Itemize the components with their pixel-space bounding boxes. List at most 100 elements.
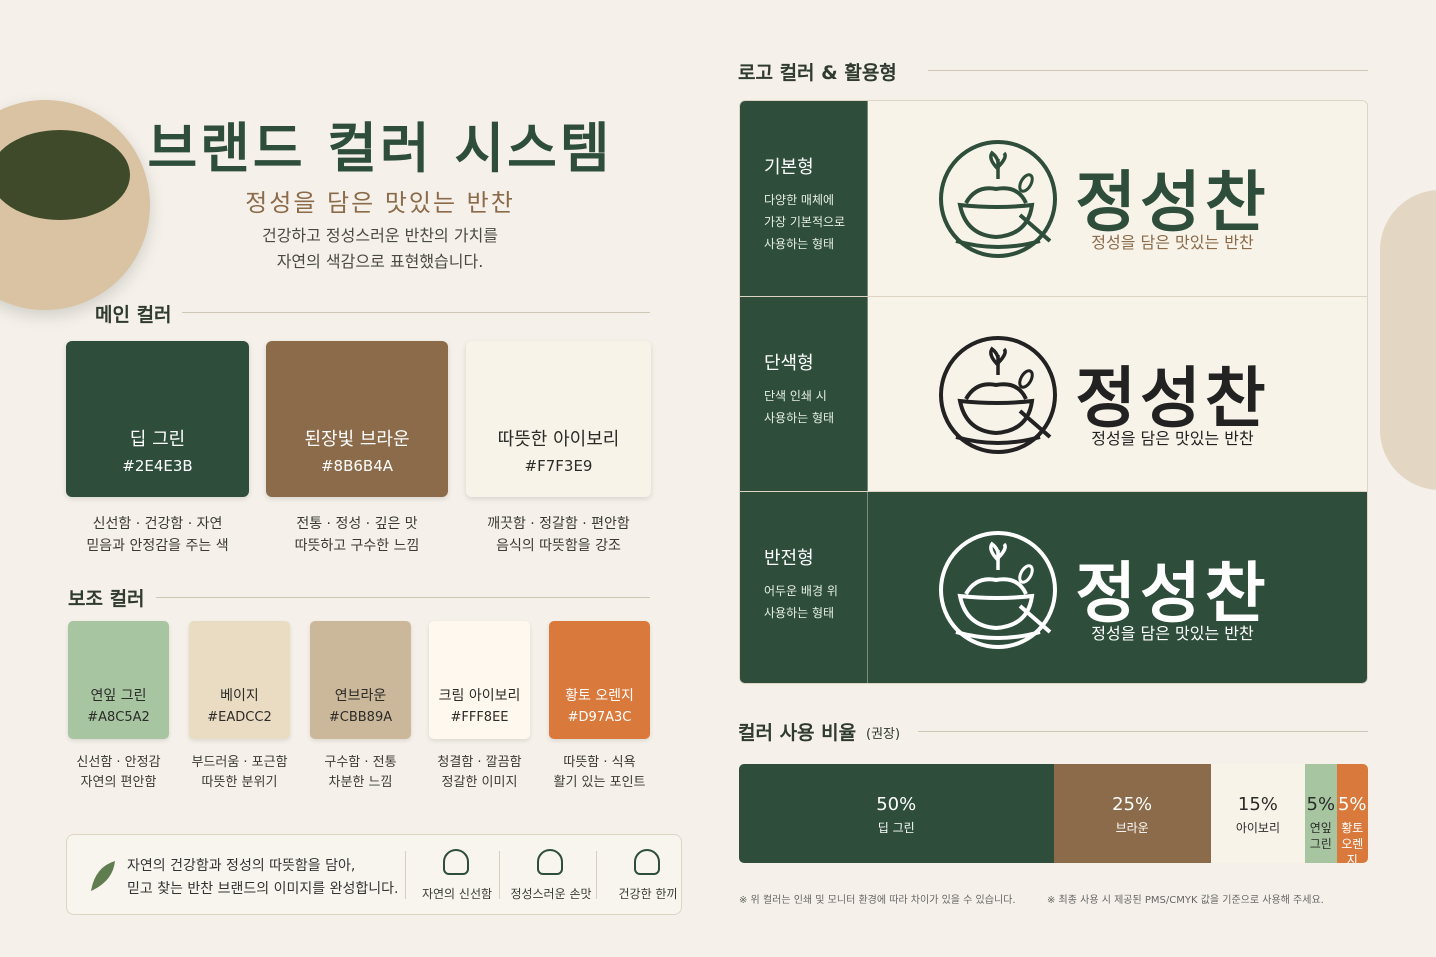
swatch: 따뜻한 아이보리 #F7F3E9: [466, 341, 651, 497]
ratio-heading: 컬러 사용 비율: [738, 722, 857, 744]
divider: [182, 312, 650, 313]
badge-icon: [537, 849, 563, 875]
ratio-bar: 50% 딥 그린 25% 브라운 15% 아이보리 5% 연잎 그린 5% 황토 오렌지: [739, 764, 1368, 863]
swatch-desc: 청결함 · 깔끔함: [437, 755, 522, 770]
icon-food: [964, 577, 1028, 596]
icon-bowl: [957, 398, 1035, 436]
icon-leaf: [1018, 564, 1034, 584]
logo-icon: [939, 531, 1057, 649]
swatch: 베이지 #EADCC2: [189, 621, 290, 739]
section-heading: 메인 컬러: [95, 304, 172, 326]
ratio-name: 브라운: [1115, 821, 1149, 835]
icon-bowl: [957, 202, 1035, 240]
ratio-segment: 5% 연잎 그린: [1305, 764, 1337, 863]
swatch-hex: #D97A3C: [567, 710, 632, 725]
description: 자연의 색감으로 표현했습니다.: [276, 252, 484, 271]
logo-panel: 기본형 다양한 매체에 가장 기본적으로 사용하는 형태 정성찬 정성을 담은 맛있는 …: [739, 100, 1368, 684]
swatch: 연브라운 #CBB89A: [310, 621, 411, 739]
icon-sprout: [989, 150, 1007, 179]
swatch-desc: 깨끗함 · 정갈함 · 편안함: [487, 516, 630, 532]
logo-icon: [939, 336, 1057, 454]
swatch-desc: 구수함 · 전통: [324, 755, 397, 770]
badge-separator: [499, 851, 500, 899]
variant-desc: 가장 기본적으로: [764, 215, 846, 229]
swatch-desc: 따뜻하고 구수한 느낌: [294, 538, 420, 554]
swatch-desc: 따뜻한 분위기: [201, 775, 278, 790]
leaf-icon: [87, 857, 117, 893]
variant-label: 반전형 어두운 배경 위 사용하는 형태: [740, 492, 868, 683]
icon-sprout: [989, 541, 1007, 570]
variant-label: 기본형 다양한 매체에 가장 기본적으로 사용하는 형태: [740, 101, 868, 296]
swatch-name: 된장빛 브라운: [304, 429, 410, 450]
logo-row: 단색형 단색 인쇄 시 사용하는 형태 정성찬 정성을 담은 맛있는 반찬: [740, 296, 1367, 491]
subtitle: 정성을 담은 맛있는 반찬: [245, 189, 515, 217]
icon-leaf: [1018, 369, 1034, 389]
brand-name: 정성찬: [1075, 555, 1270, 632]
badge-label: 건강한 한끼: [618, 887, 678, 901]
ratio-name: 황토 오렌지: [1341, 821, 1364, 863]
icon-ring: [939, 140, 1057, 258]
section-heading: 보조 컬러: [68, 588, 145, 610]
ratio-segment: 25% 브라운: [1053, 764, 1211, 863]
brand-tagline: 정성을 담은 맛있는 반찬: [1091, 233, 1254, 252]
icon-ring: [939, 336, 1057, 454]
brand-name: 정성찬: [1075, 360, 1270, 437]
logo-row: 기본형 다양한 매체에 가장 기본적으로 사용하는 형태 정성찬 정성을 담은 맛있는 …: [740, 101, 1367, 296]
swatch: 딥 그린 #2E4E3B: [66, 341, 249, 497]
ratio-note: (권장): [866, 727, 901, 742]
swatch-desc: 신선함 · 안정감: [76, 755, 161, 770]
swatch-name: 베이지: [220, 688, 259, 704]
variant-desc: 단색 인쇄 시: [764, 389, 827, 403]
swatch-name: 황토 오렌지: [565, 688, 634, 704]
variant-desc: 어두운 배경 위: [764, 584, 838, 598]
leaf-svg: [91, 861, 115, 891]
ratio-segment: 15% 아이보리: [1210, 764, 1306, 863]
icon-ring: [939, 531, 1057, 649]
logo-icon-wrap: [936, 528, 1060, 652]
ratio-segment: 50% 딥 그린: [739, 764, 1054, 863]
icon-spoon: [1018, 213, 1052, 243]
swatch-hex: #2E4E3B: [122, 457, 193, 475]
ratio-name: 연잎 그린: [1309, 821, 1332, 851]
swatch-desc: 활기 있는 포인트: [553, 775, 646, 790]
swatch-desc: 신선함 · 건강함 · 자연: [92, 516, 223, 532]
section-heading: 로고 컬러 & 활용형: [738, 62, 897, 84]
swatch-desc: 자연의 편안함: [80, 775, 157, 790]
swatch-hex: #FFF8EE: [450, 710, 509, 725]
variant-name: 반전형: [764, 548, 814, 569]
swatch-desc: 따뜻함 · 식욕: [563, 755, 636, 770]
badge-separator: [405, 851, 406, 899]
ratio-segment: 5% 황토 오렌지: [1336, 764, 1368, 863]
swatch-name: 크림 아이보리: [438, 688, 521, 704]
logo-icon-wrap: [936, 137, 1060, 261]
title: 브랜드 컬러 시스템: [147, 117, 613, 180]
brand-tagline: 정성을 담은 맛있는 반찬: [1091, 429, 1254, 448]
description: 건강하고 정성스러운 반찬의 가치를: [261, 226, 499, 245]
badge-separator: [596, 851, 597, 899]
swatch-hex: #8B6B4A: [320, 457, 394, 475]
badge-icon: [443, 849, 469, 875]
swatch: 연잎 그린 #A8C5A2: [68, 621, 169, 739]
icon-plate: [955, 239, 1041, 249]
variant-desc: 사용하는 형태: [764, 411, 835, 425]
divider: [156, 597, 650, 598]
swatch-desc: 전통 · 정성 · 깊은 맛: [296, 516, 418, 532]
variant-desc: 다양한 매체에: [764, 193, 835, 207]
swatch-desc: 음식의 따뜻함을 강조: [496, 538, 621, 554]
ratio-value-label: 25%: [1112, 794, 1153, 815]
variant-desc: 사용하는 형태: [764, 237, 835, 251]
swatch-hex: #F7F3E9: [524, 457, 593, 475]
icon-bowl: [957, 593, 1035, 631]
swatch: 크림 아이보리 #FFF8EE: [429, 621, 530, 739]
closing-box: 자연의 건강함과 정성의 따뜻함을 담아, 믿고 찾는 반찬 브랜드의 이미지를 …: [66, 834, 682, 915]
icon-food: [964, 382, 1028, 401]
closing-line: 자연의 건강함과 정성의 따뜻함을 담아,: [127, 858, 356, 874]
swatch-hex: #CBB89A: [328, 710, 393, 725]
swatch-name: 연브라운: [334, 688, 387, 704]
swatch: 황토 오렌지 #D97A3C: [549, 621, 650, 739]
divider: [918, 731, 1368, 732]
divider: [928, 70, 1368, 71]
ratio-value-label: 5%: [1337, 794, 1367, 815]
logo-icon: [939, 140, 1057, 258]
